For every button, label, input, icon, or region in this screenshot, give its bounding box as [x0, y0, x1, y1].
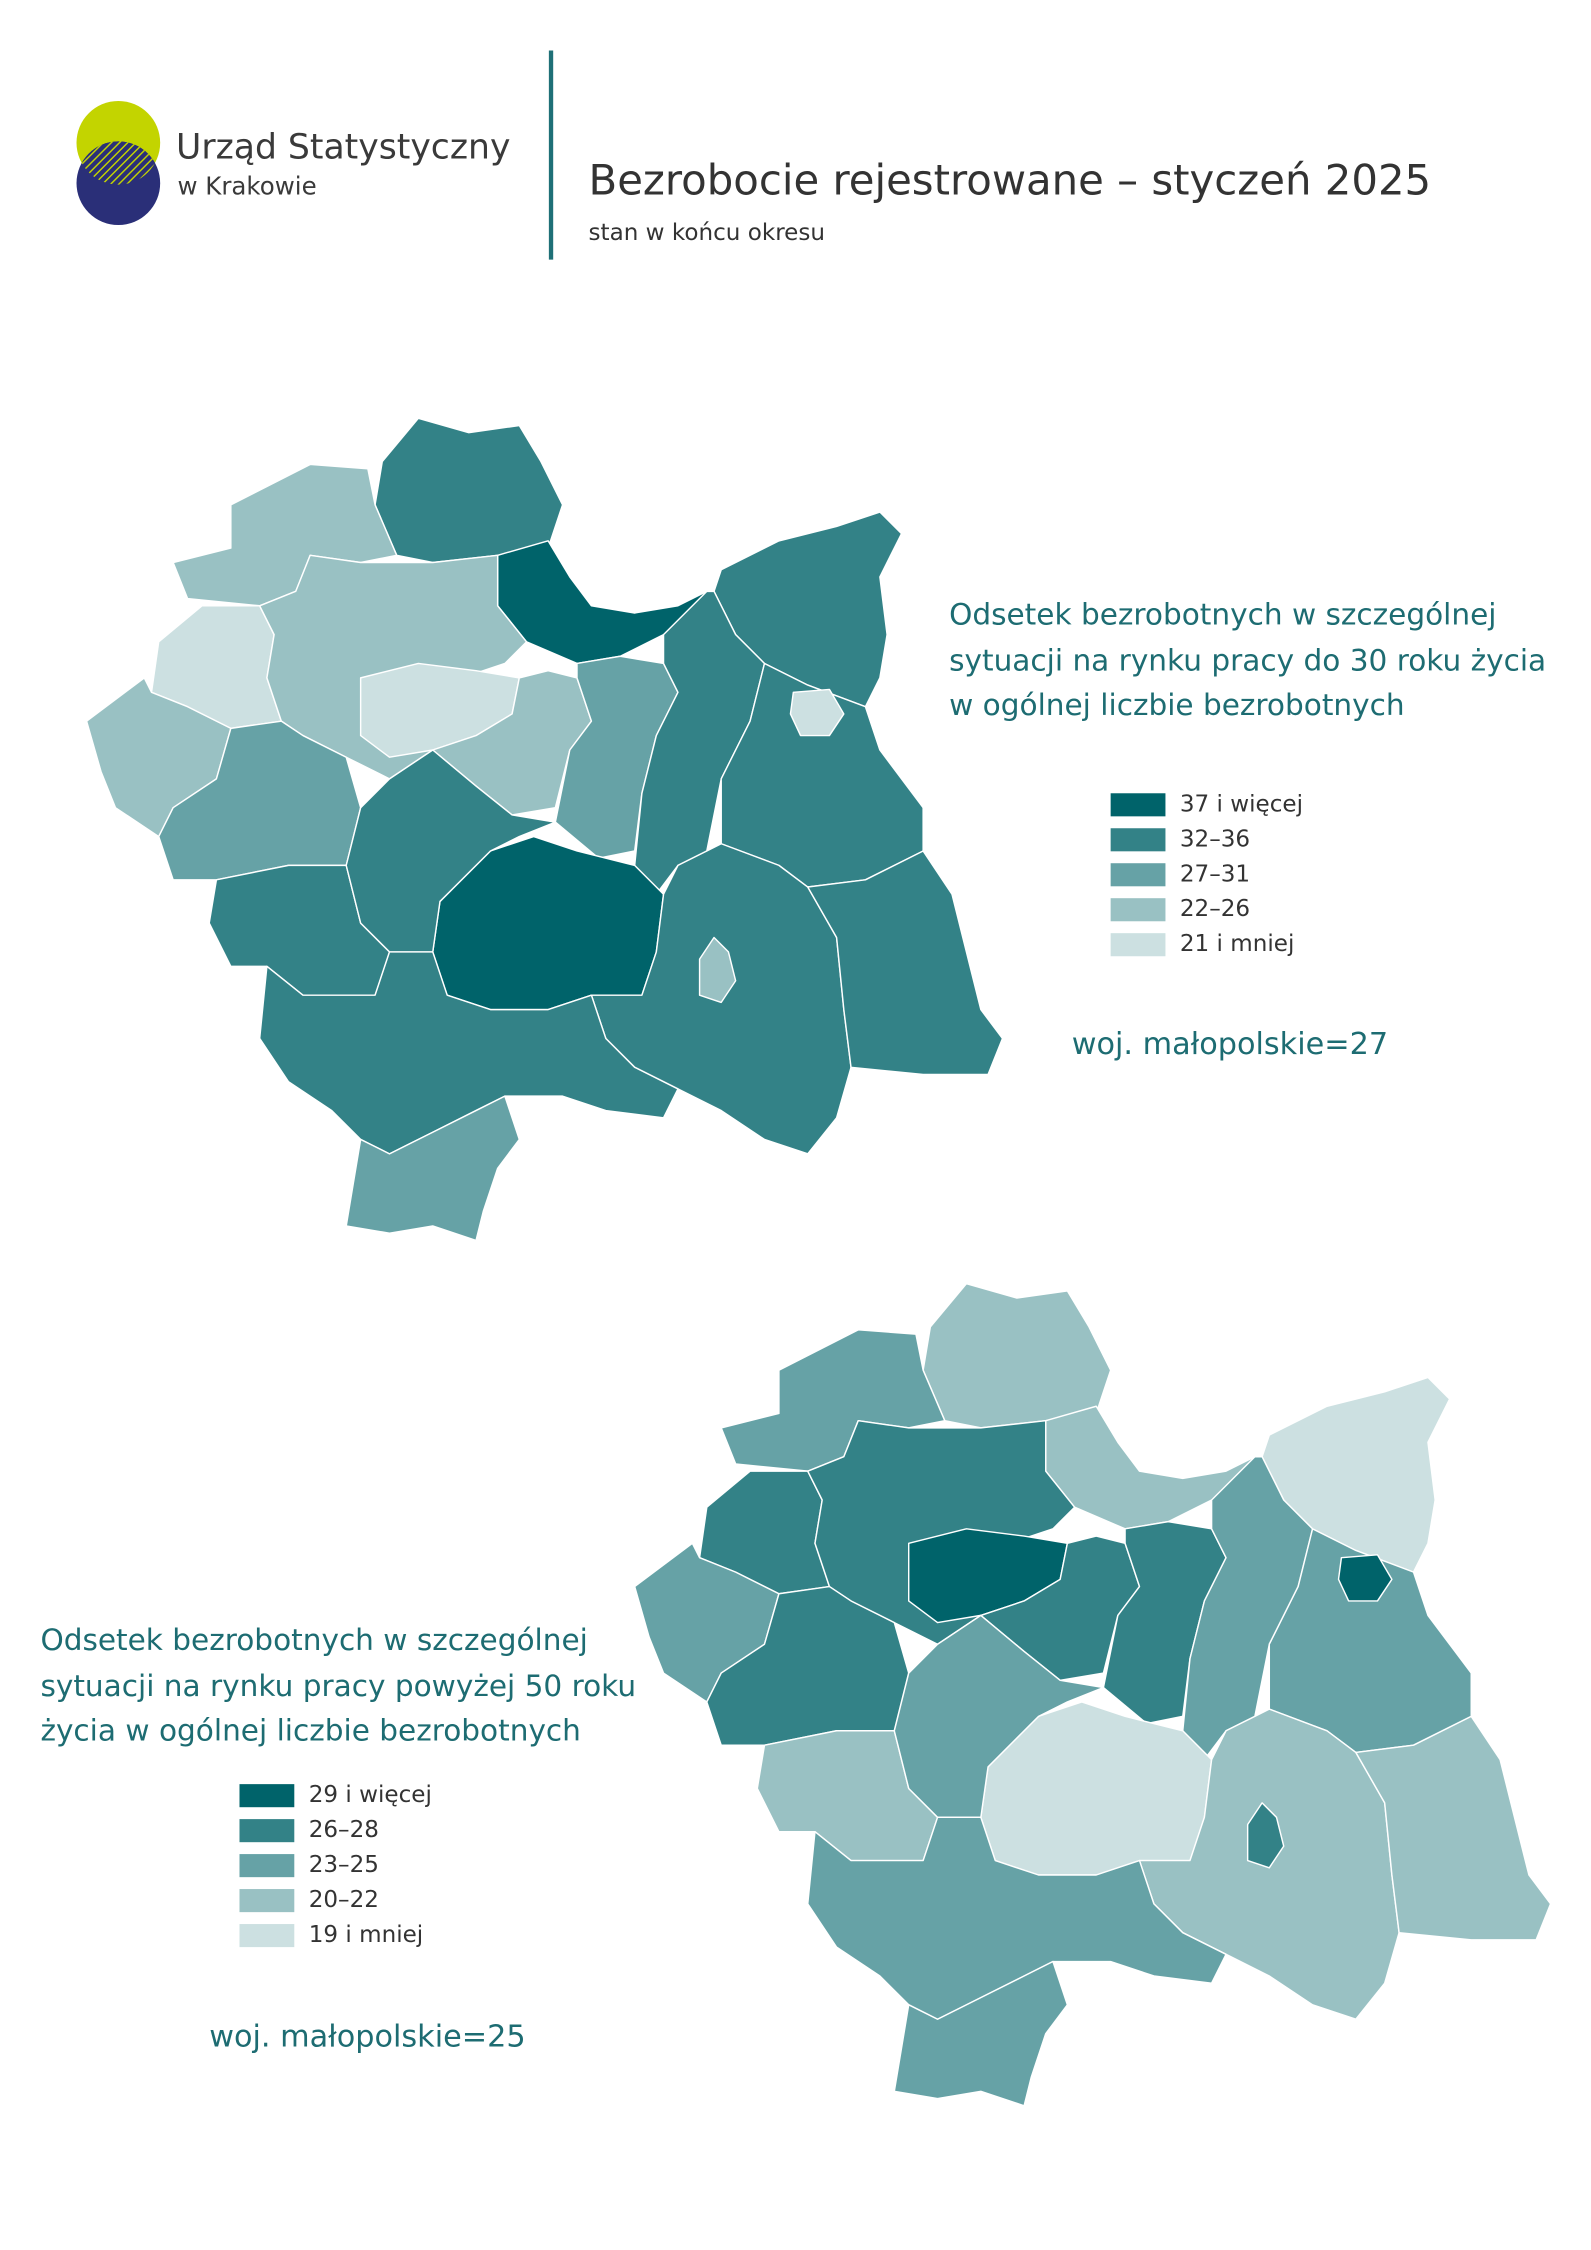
legend-label: 32–36	[1180, 826, 1250, 852]
legend-label: 27–31	[1180, 861, 1250, 887]
map-title: sytuacji na rynku pracy do 30 roku życia	[949, 644, 1546, 678]
map-region	[374, 417, 564, 564]
legend-label: 37 i więcej	[1180, 791, 1303, 817]
map-title: Odsetek bezrobotnych w szczególnej	[40, 1623, 587, 1657]
legend-swatch	[1110, 933, 1166, 957]
subtitle: stan w końcu okresu	[589, 220, 825, 246]
summary: woj. małopolskie=25	[209, 2019, 525, 2054]
legend-swatch	[239, 1784, 295, 1808]
logo-text: w Krakowie	[177, 172, 316, 201]
map-region	[432, 669, 593, 816]
title: Bezrobocie rejestrowane – styczeń 2025	[589, 156, 1432, 205]
map-region	[1246, 1802, 1285, 1869]
legend-swatch	[1110, 828, 1166, 852]
map-region	[922, 1282, 1112, 1429]
logo-text: Urząd Statystyczny	[176, 128, 510, 168]
legend-label: 22–26	[1180, 896, 1250, 922]
legend-swatch	[239, 1889, 295, 1913]
summary: woj. małopolskie=27	[1072, 1027, 1388, 1062]
map-title: w ogólnej liczbie bezrobotnych	[949, 688, 1405, 722]
map-region	[258, 951, 679, 1155]
map-region	[789, 688, 845, 737]
legend-label: 23–25	[309, 1852, 379, 1878]
legend-label: 21 i mniej	[1180, 931, 1295, 957]
logo	[76, 100, 161, 225]
legend-label: 26–28	[309, 1817, 379, 1843]
legend-swatch	[1110, 898, 1166, 922]
legend-swatch	[239, 1819, 295, 1843]
map-region	[1355, 1715, 1552, 1941]
map-region	[807, 1816, 1227, 2020]
legend-label: 19 i mniej	[309, 1922, 424, 1948]
logo-overlap	[76, 141, 161, 185]
legend-swatch	[239, 1924, 295, 1948]
legend-swatch	[1110, 863, 1166, 887]
map-region	[1337, 1554, 1393, 1602]
map-region	[258, 554, 528, 780]
map	[633, 1282, 1552, 2107]
map-title: Odsetek bezrobotnych w szczególnej	[949, 597, 1496, 631]
map-region	[807, 1419, 1076, 1645]
map-title: sytuacji na rynku pracy powyżej 50 roku	[40, 1669, 636, 1703]
map-region	[893, 1960, 1069, 2107]
map-region	[345, 1095, 521, 1242]
map-region	[698, 936, 737, 1004]
legend-swatch	[1110, 793, 1166, 817]
legend-label: 20–22	[309, 1887, 379, 1913]
map	[85, 417, 1004, 1242]
legend-label: 29 i więcej	[309, 1782, 432, 1808]
map-title: życia w ogólnej liczbie bezrobotnych	[40, 1714, 580, 1748]
legend-swatch	[239, 1854, 295, 1878]
map-region	[807, 850, 1004, 1076]
map-region	[980, 1535, 1141, 1682]
